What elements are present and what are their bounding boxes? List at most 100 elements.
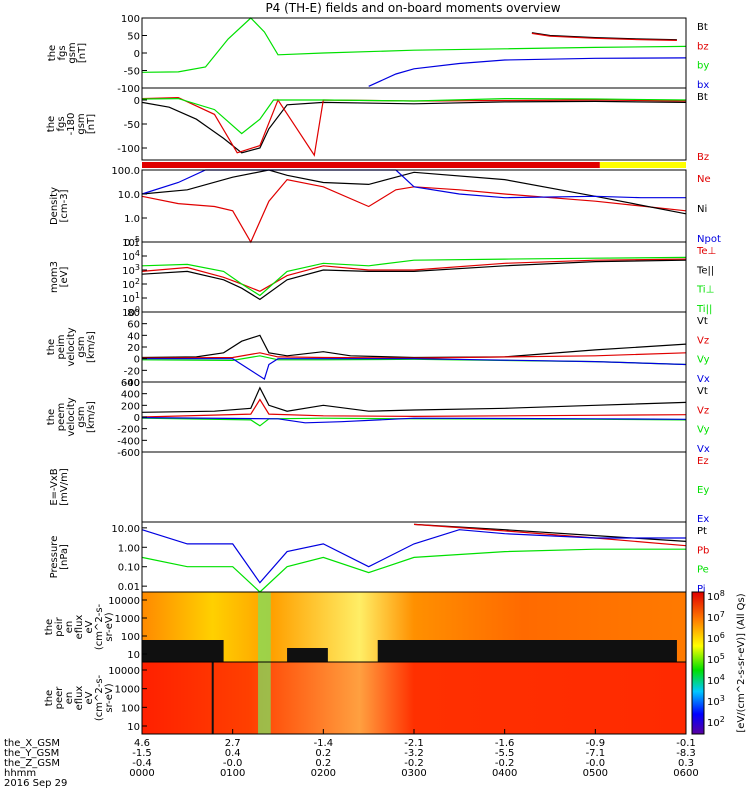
panel-frame-5 [141, 381, 687, 453]
legend-5-1: Vz [697, 405, 709, 416]
series-line-4-3 [142, 358, 687, 381]
ephem-value-1-1: 0.4 [225, 748, 241, 759]
ephem-label-3: hhmm [4, 768, 36, 779]
legend-0-1: bz [697, 41, 709, 52]
ephem-value-0-2: -0.4 [132, 758, 152, 769]
legend-0-2: by [697, 61, 709, 72]
y-tick-label-0-1: 50 [127, 32, 140, 43]
legend-4-0: Vt [697, 316, 708, 327]
legend-7-3: Pi [697, 584, 706, 595]
y-tick-label-4-6: -40 [124, 378, 140, 389]
y-tick-label-2-0: 100.0 [111, 166, 140, 177]
colorbar-tick-4: 104 [707, 673, 725, 687]
ephem-value-2-2: 0.2 [315, 758, 331, 769]
panel-frame-2 [141, 169, 687, 243]
ephem-value-5-3: 0500 [583, 768, 608, 779]
series-line-5-1 [141, 398, 687, 418]
ephem-value-0-3: 0000 [129, 768, 154, 779]
legend-7-2: Pe [697, 565, 709, 576]
colorbar-tick-2: 106 [707, 631, 725, 645]
y-tick-label-4-3: 20 [127, 343, 140, 354]
y-tick-label-9-3: 10 [127, 722, 140, 733]
series-line-3-2 [141, 259, 687, 301]
colorbar-tick-5: 103 [707, 694, 725, 708]
legend-4-2: Vy [697, 355, 710, 366]
panel-frame-6 [141, 451, 687, 523]
y-tick-label-8-0: 10000 [108, 596, 140, 607]
ephem-value-5-2: -0.0 [586, 758, 606, 769]
legend-6-1: Ey [697, 485, 709, 496]
y-tick-label-7-2: 0.10 [118, 563, 140, 574]
series-line-0-1 [531, 32, 677, 41]
y-tick-label-4-1: 60 [127, 320, 140, 331]
ephem-label-0: the_X_GSM [4, 738, 60, 749]
ephem-value-3-1: -3.2 [404, 748, 424, 759]
y-axis-label-0: thefgsgsm[nT] [47, 42, 88, 63]
legend-2-1: Ni [697, 204, 707, 215]
ephem-label-4: 2016 Sep 29 [4, 778, 67, 789]
y-tick-label-3-1: 104 [122, 249, 140, 263]
y-tick-label-5-5: -400 [117, 436, 140, 447]
y-tick-label-1-0: 0 [134, 96, 140, 107]
colorbar-tick-1: 107 [707, 610, 725, 624]
y-tick-label-5-4: -200 [117, 425, 140, 436]
y-tick-label-8-3: 10 [127, 650, 140, 661]
ephem-label-2: the_Z_GSM [4, 758, 60, 769]
spectrogram-noise-c [377, 640, 677, 662]
y-tick-label-0-3: -50 [124, 67, 140, 78]
legend-0-3: bx [697, 80, 709, 91]
y-axis-label-3: mom3[eV] [49, 261, 70, 293]
y-tick-label-4-2: 40 [127, 331, 140, 342]
y-tick-label-9-1: 1000 [115, 685, 140, 696]
ephem-value-4-1: -5.5 [495, 748, 515, 759]
y-tick-label-5-0: 600 [121, 378, 140, 389]
ephem-value-4-0: -1.6 [495, 738, 515, 749]
y-tick-label-5-6: -600 [117, 448, 140, 459]
series-line-5-0 [141, 386, 687, 413]
ephem-value-3-0: -2.1 [404, 738, 424, 749]
series-line-4-1 [141, 352, 687, 359]
ephem-label-1: the_Y_GSM [4, 748, 59, 759]
y-tick-label-2-1: 10.0 [118, 190, 140, 201]
series-line-2-1 [141, 169, 687, 215]
y-tick-label-5-2: 200 [121, 401, 140, 412]
colorbar [691, 591, 705, 735]
spectrogram-noise-b [287, 648, 328, 662]
y-tick-label-7-0: 10.00 [111, 524, 140, 535]
legend-3-2: Ti⊥ [696, 285, 714, 296]
y-tick-label-7-1: 1.00 [118, 543, 140, 554]
y-axis-label-6: E=-VxB[mV/m] [49, 468, 70, 506]
y-tick-label-3-2: 103 [122, 263, 140, 277]
legend-3-0: Te⊥ [696, 246, 716, 257]
ephem-value-6-3: 0600 [673, 768, 698, 779]
series-line-1-2 [141, 97, 687, 135]
y-tick-label-5-1: 400 [121, 390, 140, 401]
series-line-0-0 [531, 32, 677, 41]
colorbar-tick-6: 102 [707, 715, 725, 729]
series-line-2-0 [141, 178, 687, 244]
y-axis-label-9: thepeerenefluxeV(cm^2-s-sr-eV) [44, 674, 115, 721]
ephem-value-6-1: -8.3 [676, 748, 696, 759]
legend-3-1: Te|| [696, 265, 714, 276]
y-tick-label-7-3: 0.01 [118, 582, 140, 593]
series-line-5-3 [141, 417, 687, 424]
y-axis-label-8: thepeirenefluxeV(cm^2-s-sr-eV) [44, 603, 115, 650]
legend-5-2: Vy [697, 425, 710, 436]
colorbar-tick-3: 105 [707, 652, 725, 666]
colorbar-tick-0: 108 [707, 589, 725, 603]
y-tick-label-3-3: 102 [122, 277, 140, 291]
series-line-3-1 [141, 256, 687, 297]
y-tick-label-4-4: 0 [134, 355, 140, 366]
legend-2-0: Ne [697, 174, 711, 185]
legend-6-2: Ex [697, 514, 709, 525]
series-line-1-1 [141, 96, 687, 157]
ephem-value-2-0: -1.4 [314, 738, 334, 749]
y-tick-label-4-0: 80 [127, 308, 140, 319]
series-line-4-0 [141, 334, 687, 359]
legend-0-0: Bt [697, 22, 708, 33]
y-tick-label-0-0: 100 [121, 14, 140, 25]
ephem-value-1-2: -0.0 [223, 758, 243, 769]
ephem-value-2-1: 0.2 [315, 748, 331, 759]
ephem-value-5-1: -7.1 [586, 748, 606, 759]
